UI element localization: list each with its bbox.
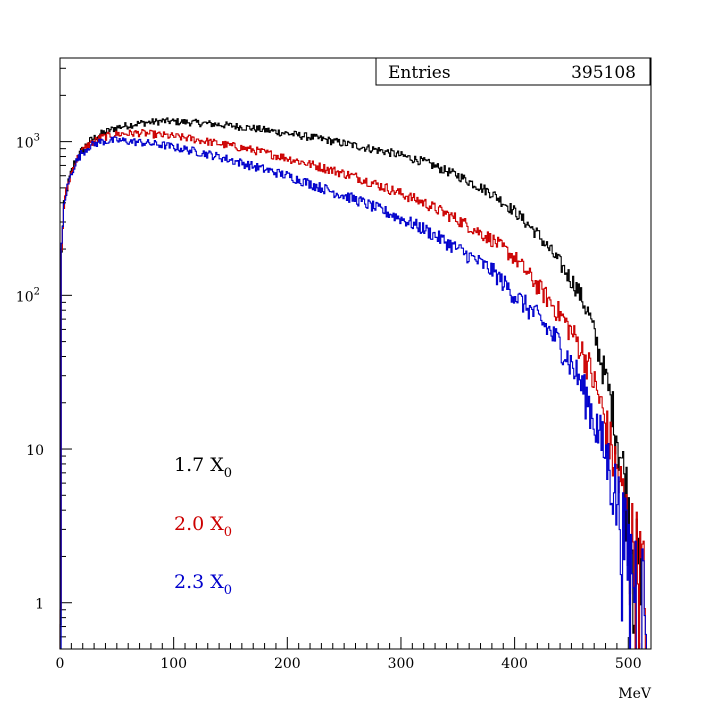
y-tick-label: 102: [16, 286, 40, 305]
x-tick-label: 300: [388, 656, 415, 672]
series-group: [59, 117, 647, 650]
legend: 1.7 X0 2.0 X0 2.3 X0: [174, 454, 232, 598]
legend-item-1: 1.7 X0: [174, 454, 232, 481]
axes: 0 100 200 300 400 500 1 10 102 103: [16, 67, 652, 672]
legend-label-1: 1.7 X0: [174, 454, 232, 481]
legend-item-3: 2.3 X0: [174, 571, 232, 598]
stats-entries-value: 395108: [571, 63, 636, 83]
y-tick-label: 103: [16, 133, 40, 152]
plot-frame: [59, 57, 652, 650]
legend-label-2: 2.0 X0: [174, 513, 232, 540]
stats-box-border: [375, 57, 651, 86]
plot-frame-group: [59, 57, 652, 650]
y-tick-label: 1: [35, 597, 44, 613]
series-line-3: [60, 136, 647, 650]
series-line-2: [59, 128, 647, 650]
stats-box: Entries 395108: [375, 57, 651, 86]
y-tick-label: 10: [26, 443, 44, 459]
x-tick-label: 400: [501, 656, 528, 672]
legend-label-3: 2.3 X0: [174, 571, 232, 598]
legend-item-2: 2.0 X0: [174, 513, 232, 540]
x-tick-label: 200: [274, 656, 301, 672]
x-tick-label: 500: [615, 656, 642, 672]
series-line-1: [59, 117, 644, 650]
stats-entries-label: Entries: [388, 63, 451, 83]
x-tick-label: 100: [160, 656, 187, 672]
x-tick-label: 0: [56, 656, 65, 672]
x-axis-label: MeV: [618, 686, 652, 702]
